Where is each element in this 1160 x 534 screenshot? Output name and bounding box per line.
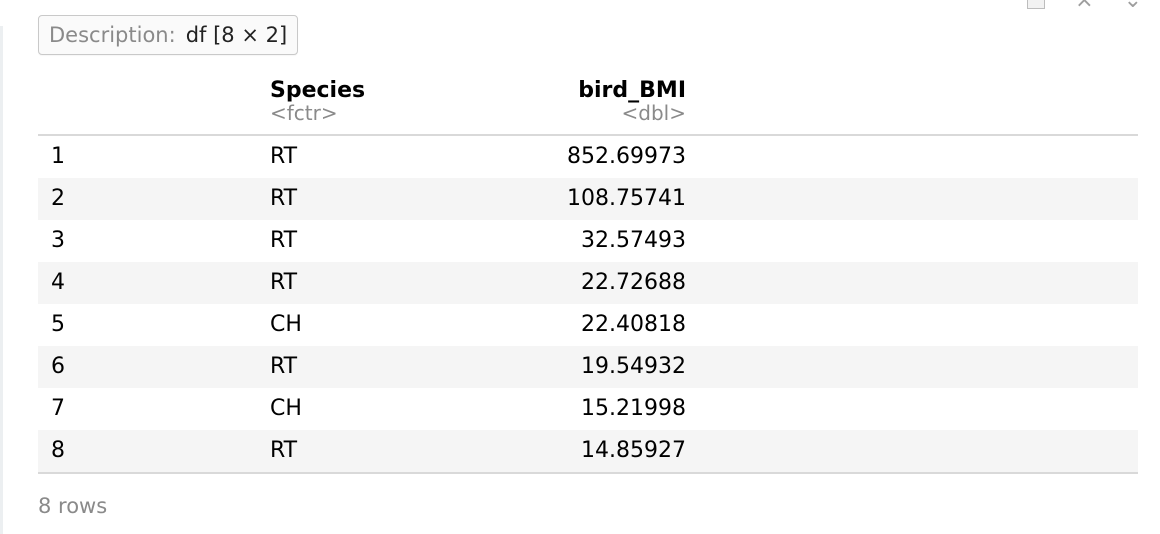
data-table: Species <fctr> bird_BMI <dbl> 1 RT 852.6… [38,78,1138,474]
filler-cell [686,135,1138,178]
bird-bmi-cell: 852.69973 [567,144,686,169]
row-index: 7 [51,396,65,421]
row-index: 8 [38,430,270,474]
column-name: Species [270,78,366,103]
species-cell: RT [270,178,470,220]
column-header-index[interactable] [38,78,270,136]
bird-bmi-cell: 19.54932 [470,346,686,388]
table-row: 4 RT 22.72688 [38,262,1138,304]
close-icon[interactable]: × [1075,0,1094,13]
row-index: 5 [51,312,65,337]
table-row: 8 RT 14.85927 [38,430,1138,474]
column-filler [686,78,1138,136]
description-label: Description: [49,23,176,47]
bird-bmi-cell: 22.40818 [581,312,686,337]
filler-cell [686,304,1138,346]
species-cell: CH [270,396,302,421]
filler-cell [686,430,1138,474]
description-badge: Description: df [8 × 2] [38,15,299,55]
row-index: 6 [38,346,270,388]
row-index: 4 [38,262,270,304]
column-name: bird_BMI [578,78,686,103]
column-type: <dbl> [621,101,686,125]
bird-bmi-cell: 32.57493 [581,228,686,253]
table-row: 1 RT 852.69973 [38,135,1138,178]
table-header-row: Species <fctr> bird_BMI <dbl> [38,78,1138,136]
filler-cell [686,346,1138,388]
species-cell: CH [270,312,302,337]
filler-cell [686,220,1138,262]
species-cell: RT [270,144,298,169]
table-row: 7 CH 15.21998 [38,388,1138,430]
bird-bmi-cell: 14.85927 [470,430,686,474]
window-controls: × ⌄ [1027,0,1142,12]
export-icon[interactable] [1027,0,1046,9]
column-header-bird-bmi[interactable]: bird_BMI <dbl> [470,78,686,136]
collapse-icon[interactable]: ⌄ [1123,0,1142,13]
bird-bmi-cell: 108.75741 [470,178,686,220]
filler-cell [686,388,1138,430]
filler-cell [686,178,1138,220]
column-type: <fctr> [270,101,338,125]
table-row: 6 RT 19.54932 [38,346,1138,388]
bird-bmi-cell: 22.72688 [470,262,686,304]
row-count: 8 rows [38,494,108,518]
species-cell: RT [270,346,470,388]
bird-bmi-cell: 15.21998 [581,396,686,421]
species-cell: RT [270,228,298,253]
column-header-species[interactable]: Species <fctr> [270,78,470,136]
row-index: 1 [51,144,65,169]
table-row: 5 CH 22.40818 [38,304,1138,346]
table-row: 3 RT 32.57493 [38,220,1138,262]
filler-cell [686,262,1138,304]
species-cell: RT [270,430,470,474]
table-row: 2 RT 108.75741 [38,178,1138,220]
description-value: df [8 × 2] [185,23,288,47]
row-index: 2 [38,178,270,220]
row-index: 3 [51,228,65,253]
species-cell: RT [270,262,470,304]
left-gutter [0,26,3,534]
